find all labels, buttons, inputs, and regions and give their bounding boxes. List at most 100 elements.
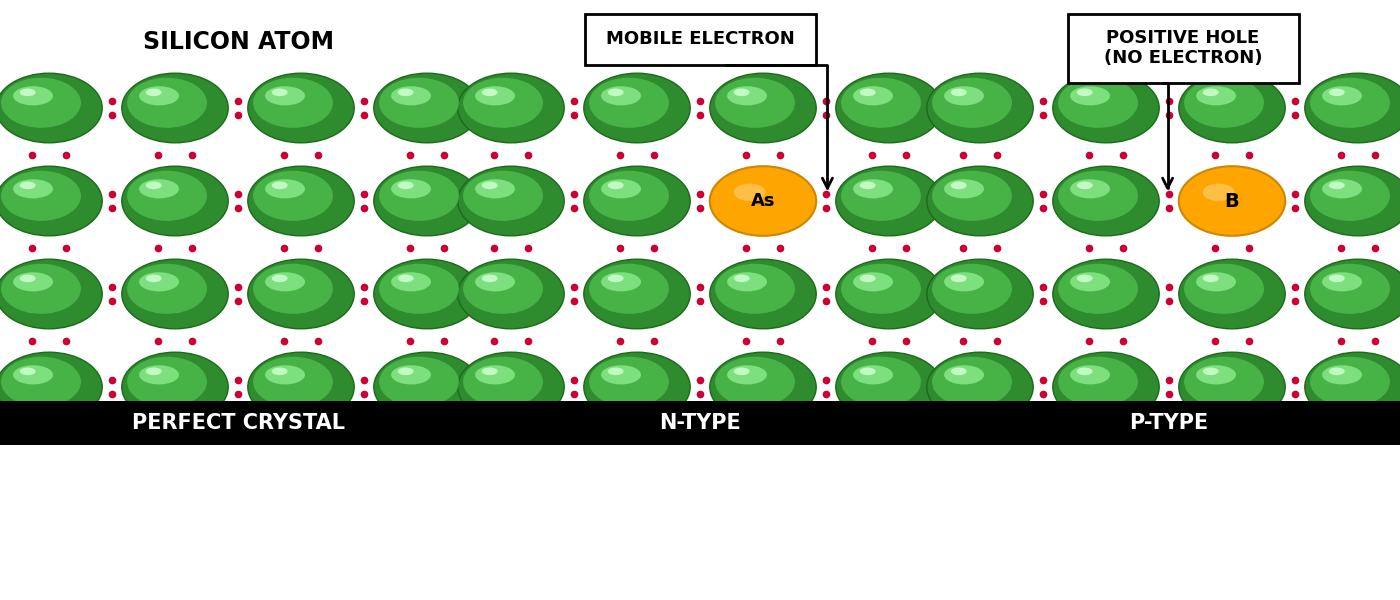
- Ellipse shape: [1310, 264, 1390, 314]
- Ellipse shape: [463, 264, 543, 314]
- Ellipse shape: [1196, 86, 1236, 106]
- Ellipse shape: [374, 352, 480, 422]
- FancyBboxPatch shape: [913, 401, 1400, 445]
- Ellipse shape: [927, 166, 1033, 236]
- Ellipse shape: [463, 357, 543, 407]
- Ellipse shape: [1329, 89, 1344, 96]
- Ellipse shape: [1310, 357, 1390, 407]
- Ellipse shape: [944, 365, 984, 385]
- Ellipse shape: [1077, 182, 1092, 189]
- Ellipse shape: [734, 275, 750, 282]
- Ellipse shape: [1322, 86, 1362, 106]
- Ellipse shape: [715, 357, 795, 407]
- Ellipse shape: [139, 272, 179, 292]
- Ellipse shape: [1203, 368, 1218, 375]
- Ellipse shape: [601, 86, 641, 106]
- Ellipse shape: [253, 264, 333, 314]
- Ellipse shape: [146, 275, 161, 282]
- Ellipse shape: [265, 365, 305, 385]
- Ellipse shape: [482, 182, 498, 189]
- Ellipse shape: [1, 171, 81, 221]
- Ellipse shape: [584, 166, 690, 236]
- Ellipse shape: [122, 352, 228, 422]
- Ellipse shape: [1203, 275, 1218, 282]
- Ellipse shape: [379, 78, 459, 128]
- Ellipse shape: [1070, 272, 1110, 292]
- Ellipse shape: [836, 259, 942, 329]
- Ellipse shape: [1305, 259, 1400, 329]
- Ellipse shape: [1179, 352, 1285, 422]
- Ellipse shape: [951, 275, 966, 282]
- Ellipse shape: [265, 179, 305, 199]
- Ellipse shape: [20, 89, 36, 96]
- Ellipse shape: [734, 184, 766, 201]
- Ellipse shape: [374, 259, 480, 329]
- Ellipse shape: [608, 182, 623, 189]
- Ellipse shape: [463, 78, 543, 128]
- Ellipse shape: [1179, 166, 1285, 236]
- Ellipse shape: [601, 272, 641, 292]
- Ellipse shape: [589, 357, 669, 407]
- Ellipse shape: [248, 352, 354, 422]
- Text: MOBILE ELECTRON: MOBILE ELECTRON: [606, 30, 794, 48]
- Ellipse shape: [13, 272, 53, 292]
- Text: P-TYPE: P-TYPE: [1130, 413, 1208, 433]
- Ellipse shape: [398, 275, 414, 282]
- Ellipse shape: [475, 86, 515, 106]
- Ellipse shape: [398, 182, 414, 189]
- Ellipse shape: [0, 352, 102, 422]
- Ellipse shape: [589, 78, 669, 128]
- Ellipse shape: [1322, 272, 1362, 292]
- Ellipse shape: [1310, 78, 1390, 128]
- Ellipse shape: [932, 171, 1012, 221]
- Ellipse shape: [248, 73, 354, 143]
- Ellipse shape: [122, 259, 228, 329]
- Ellipse shape: [1179, 73, 1285, 143]
- Ellipse shape: [374, 73, 480, 143]
- Ellipse shape: [391, 272, 431, 292]
- Ellipse shape: [20, 275, 36, 282]
- Ellipse shape: [944, 86, 984, 106]
- Ellipse shape: [458, 166, 564, 236]
- Ellipse shape: [1184, 264, 1264, 314]
- Ellipse shape: [584, 259, 690, 329]
- Ellipse shape: [927, 352, 1033, 422]
- Ellipse shape: [601, 365, 641, 385]
- Ellipse shape: [608, 368, 623, 375]
- Ellipse shape: [253, 171, 333, 221]
- Ellipse shape: [932, 264, 1012, 314]
- Ellipse shape: [710, 166, 816, 236]
- Ellipse shape: [727, 272, 767, 292]
- Ellipse shape: [1077, 368, 1092, 375]
- Ellipse shape: [860, 275, 876, 282]
- Ellipse shape: [1322, 365, 1362, 385]
- Ellipse shape: [727, 365, 767, 385]
- Ellipse shape: [608, 89, 623, 96]
- Ellipse shape: [841, 357, 921, 407]
- Ellipse shape: [1, 264, 81, 314]
- Ellipse shape: [836, 73, 942, 143]
- Ellipse shape: [853, 272, 893, 292]
- Ellipse shape: [1305, 166, 1400, 236]
- Ellipse shape: [853, 179, 893, 199]
- Ellipse shape: [146, 89, 161, 96]
- Ellipse shape: [475, 272, 515, 292]
- Ellipse shape: [475, 179, 515, 199]
- Ellipse shape: [710, 259, 816, 329]
- Ellipse shape: [272, 368, 288, 375]
- Ellipse shape: [374, 166, 480, 236]
- FancyBboxPatch shape: [444, 401, 956, 445]
- Ellipse shape: [710, 73, 816, 143]
- Ellipse shape: [836, 166, 942, 236]
- Ellipse shape: [0, 73, 102, 143]
- Ellipse shape: [841, 171, 921, 221]
- Text: PERFECT CRYSTAL: PERFECT CRYSTAL: [132, 413, 344, 433]
- Text: B: B: [1225, 191, 1239, 211]
- Ellipse shape: [608, 275, 623, 282]
- Ellipse shape: [13, 365, 53, 385]
- Ellipse shape: [127, 78, 207, 128]
- Ellipse shape: [1310, 171, 1390, 221]
- Ellipse shape: [1058, 171, 1138, 221]
- Ellipse shape: [248, 259, 354, 329]
- Ellipse shape: [1053, 352, 1159, 422]
